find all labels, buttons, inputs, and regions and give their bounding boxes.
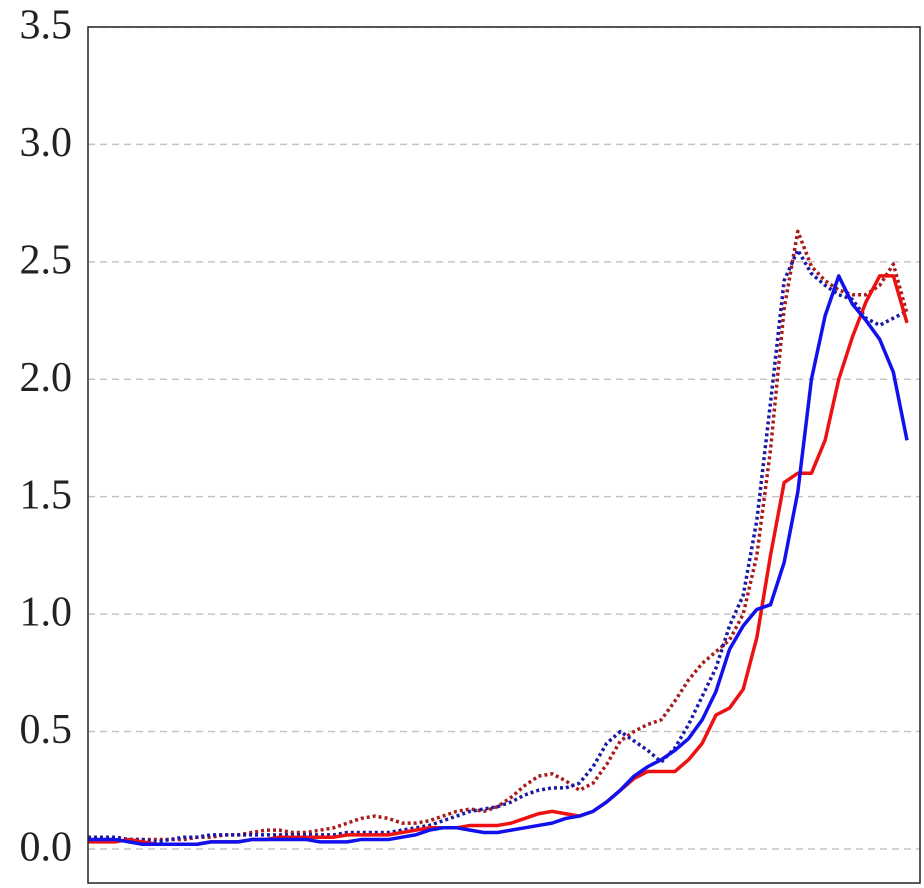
series-line (88, 229, 909, 842)
y-tick-label: 2.0 (20, 355, 73, 401)
y-tick-label: 1.5 (20, 472, 73, 518)
y-tick-label: 0.0 (20, 825, 73, 871)
y-tick-label: 2.5 (20, 237, 73, 283)
series-line (88, 274, 909, 846)
plot-frame (87, 26, 921, 884)
y-tick-label: 0.5 (20, 707, 73, 753)
y-tick-label: 3.5 (20, 3, 73, 49)
series-line (88, 248, 908, 844)
y-tick-label: 1.0 (20, 590, 73, 636)
y-tick-label: 3.0 (20, 120, 73, 166)
